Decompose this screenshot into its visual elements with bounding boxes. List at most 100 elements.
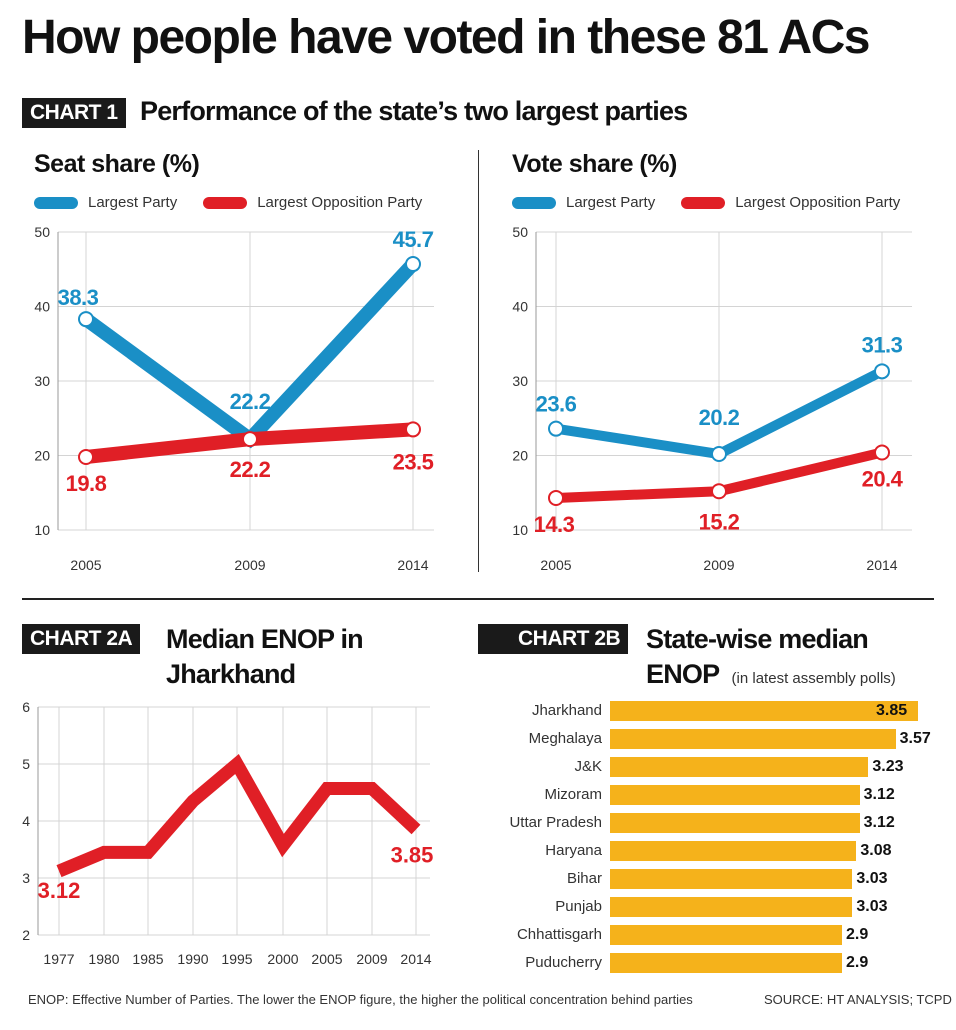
chart2b-heading-line2: ENOP (in latest assembly polls) (646, 659, 896, 694)
y-tick-label: 10 (34, 522, 50, 538)
legend-item-opposition: Largest Opposition Party (681, 194, 900, 211)
bar-row: Bihar 3.03 (478, 868, 928, 890)
data-label: 19.8 (66, 471, 107, 496)
y-tick-label: 4 (22, 813, 30, 829)
bar (610, 953, 842, 973)
legend-item-opposition: Largest Opposition Party (203, 194, 422, 211)
bar-row: Chhattisgarh 2.9 (478, 924, 928, 946)
footer-source: SOURCE: HT ANALYSIS; TCPD (764, 992, 952, 1007)
bar-category-label: Mizoram (544, 786, 602, 803)
data-label: 20.2 (699, 405, 740, 430)
chart1-tag: CHART 1 (22, 98, 126, 128)
data-label: 45.7 (393, 227, 434, 252)
legend-label-largest: Largest Party (566, 194, 656, 211)
bar-category-label: Haryana (545, 842, 602, 859)
y-tick-label: 10 (512, 522, 528, 538)
y-tick-label: 3 (22, 870, 30, 886)
legend-item-largest: Largest Party (512, 194, 655, 211)
bar-row: Uttar Pradesh 3.12 (478, 812, 928, 834)
x-tick-label: 2014 (400, 951, 431, 967)
data-label: 22.2 (230, 389, 271, 414)
chart2a-heading-line1: Median ENOP in (166, 624, 364, 654)
y-tick-label: 40 (512, 299, 528, 315)
bar-row: Puducherry 2.9 (478, 952, 928, 974)
vote-share-chart: 10 20 30 40 50 2005 2009 2014 23.6 20.2 31.3 14.3 15… (512, 224, 912, 573)
bar (610, 729, 896, 749)
x-tick-label: 1995 (221, 951, 252, 967)
bar (610, 869, 853, 889)
bar-category-label: J&K (574, 758, 602, 775)
data-point (405, 421, 421, 438)
bar-category-label: Bihar (566, 870, 602, 887)
chart2a-heading-line2: Jharkhand (166, 659, 296, 689)
panel-divider (478, 150, 479, 572)
y-tick-label: 50 (34, 224, 50, 240)
data-point (548, 420, 564, 437)
x-tick-label: 2009 (703, 557, 734, 573)
legend-label-opposition: Largest Opposition Party (257, 194, 423, 211)
x-tick-label: 1977 (43, 951, 74, 967)
bar-row: Haryana 3.08 (478, 840, 928, 862)
data-point (711, 483, 727, 500)
chart1-heading: Performance of the state’s two largest p… (140, 96, 688, 126)
data-label: 22.2 (230, 457, 271, 482)
chart2b-heading-enop: ENOP (646, 659, 720, 689)
bar-value-label: 3.03 (856, 898, 888, 915)
bar-value-label: 2.9 (846, 954, 869, 971)
vote-share-legend: Largest Party Largest Opposition Party (512, 194, 926, 211)
data-label: 23.6 (536, 392, 577, 417)
data-point (711, 446, 727, 463)
x-tick-label: 2014 (866, 557, 897, 573)
legend-label-largest: Largest Party (88, 194, 178, 211)
y-tick-label: 30 (34, 373, 50, 389)
x-tick-label: 2005 (311, 951, 342, 967)
data-label: 38.3 (58, 285, 99, 310)
legend-swatch-opposition (681, 196, 726, 209)
bar-value-label: 3.57 (899, 730, 931, 747)
bar-row: Mizoram 3.12 (478, 784, 928, 806)
bar (610, 813, 860, 833)
y-tick-label: 2 (22, 927, 30, 943)
y-tick-label: 5 (22, 756, 30, 772)
enop-jharkhand-chart: 2 3 4 5 6 1977 1980 1985 1990 1995 2000 2005 2009 201… (22, 699, 433, 967)
bar (610, 841, 857, 861)
bar-category-label: Meghalaya (528, 730, 602, 747)
bar (610, 925, 842, 945)
legend-label-opposition: Largest Opposition Party (735, 194, 901, 211)
legend-swatch-largest (512, 196, 556, 209)
data-label: 3.12 (38, 878, 81, 903)
series-line (56, 753, 421, 878)
x-tick-label: 2009 (234, 557, 265, 573)
bar-value-label: 3.12 (863, 786, 895, 803)
bar-category-label: Chhattisgarh (516, 926, 602, 943)
x-tick-label: 2005 (540, 557, 571, 573)
footer-note: ENOP: Effective Number of Parties. The l… (28, 992, 693, 1007)
bar-category-label: Uttar Pradesh (509, 814, 602, 831)
bar-value-label: 3.23 (872, 758, 904, 775)
bar-row: Meghalaya 3.57 (478, 728, 931, 750)
bar-value-label: 3.03 (856, 870, 888, 887)
legend-item-largest: Largest Party (34, 194, 177, 211)
data-point (78, 311, 94, 328)
x-tick-label: 2009 (356, 951, 387, 967)
y-tick-label: 6 (22, 699, 30, 715)
bar-value-label: 2.9 (846, 926, 869, 943)
y-tick-label: 40 (34, 299, 50, 315)
data-label: 15.2 (699, 509, 740, 534)
bar-value-label: 3.08 (860, 842, 892, 859)
bar (610, 701, 918, 721)
chart2b-tag: CHART 2B (478, 624, 629, 654)
chart2a-tag: CHART 2A (22, 624, 141, 654)
page-title: How people have voted in these 81 ACs (22, 11, 870, 64)
section-divider (22, 598, 934, 600)
bar-row: Jharkhand 3.85 (478, 700, 928, 722)
chart2b-heading-line1: State-wise median (646, 624, 869, 654)
data-label: 23.5 (393, 449, 434, 474)
chart2b-heading-note: (in latest assembly polls) (731, 670, 896, 687)
data-point (874, 363, 890, 380)
data-label: 14.3 (534, 512, 575, 537)
bar-category-label: Punjab (555, 898, 602, 915)
data-point (78, 448, 94, 465)
data-point (242, 431, 258, 448)
data-point (874, 444, 890, 461)
